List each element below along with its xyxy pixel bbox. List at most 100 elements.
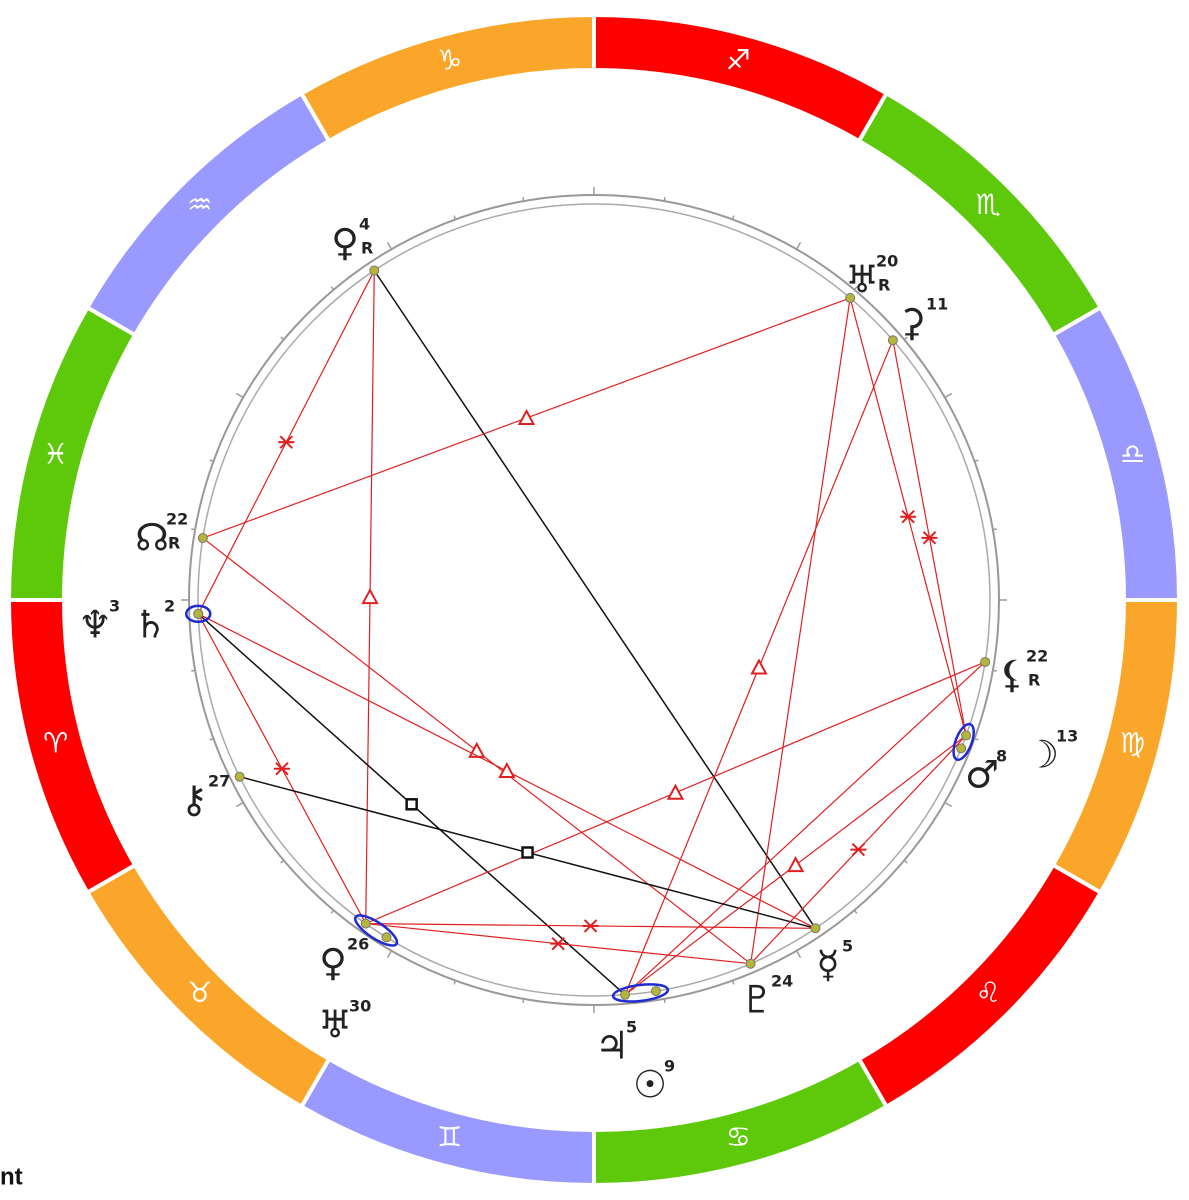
planet-dot <box>193 608 204 619</box>
planet-dot <box>369 265 380 276</box>
planet-degree: 13 <box>1056 727 1078 746</box>
zodiac-segment <box>6 598 138 896</box>
zodiac-sign: ♒ <box>187 188 212 221</box>
planet-glyph: ⚷ <box>180 778 208 822</box>
zodiac-sign: ♏ <box>976 188 1001 221</box>
degree-tick <box>663 197 666 202</box>
planet-glyph: ♀ <box>319 941 347 985</box>
degree-tick <box>731 215 735 220</box>
sextile-mark <box>273 761 290 776</box>
degree-tick <box>974 459 979 463</box>
planet-dot <box>234 771 245 782</box>
degree-tick <box>992 669 997 672</box>
trine-mark <box>361 587 379 605</box>
planet-degree: 22 <box>166 510 188 529</box>
planet-glyph: ♀ <box>331 221 359 265</box>
planet-dot <box>745 958 756 969</box>
planet-glyph: ♂ <box>965 753 999 797</box>
planet-degree: 30 <box>349 997 371 1016</box>
zodiac-sign: ♊ <box>437 1121 462 1154</box>
planet-degree: 5 <box>842 937 853 956</box>
degree-tick <box>522 197 525 202</box>
trine-mark <box>786 856 805 873</box>
degree-tick <box>795 241 802 250</box>
sextile-mark <box>550 936 567 951</box>
degree-tick <box>453 215 457 220</box>
planet-degree: 22 <box>1026 647 1048 666</box>
degree-tick <box>191 528 196 531</box>
degree-tick <box>903 336 908 341</box>
degree-tick <box>853 909 858 914</box>
planet-dot <box>360 918 371 929</box>
planet-glyph: ☉ <box>633 1063 667 1107</box>
planet-dot <box>961 730 972 741</box>
degree-tick <box>280 859 285 864</box>
square-mark <box>521 846 534 859</box>
sextile-mark <box>582 919 599 933</box>
planet-degree: 11 <box>926 295 948 314</box>
degree-tick <box>663 998 666 1003</box>
sextile-mark <box>850 842 867 857</box>
zodiac-sign: ♐ <box>726 43 751 76</box>
zodiac-sign: ♎ <box>1120 438 1145 471</box>
planet-dot <box>887 335 898 346</box>
conjunction-ring <box>184 604 212 624</box>
planet-degree: 4 <box>359 215 370 234</box>
degree-tick <box>944 392 953 399</box>
conjunction-ring <box>952 722 975 762</box>
degree-tick <box>280 336 285 341</box>
planet-degree: 5 <box>626 1018 637 1037</box>
planet-degree: 20 <box>876 252 898 271</box>
degree-tick <box>731 980 735 985</box>
degree-tick <box>209 737 214 741</box>
retrograde-mark: R <box>1028 671 1040 690</box>
degree-tick <box>386 950 393 959</box>
aspect-line <box>624 661 986 996</box>
planet-glyph: ⚸ <box>998 653 1026 697</box>
degree-tick <box>453 980 457 985</box>
inner-rim <box>197 203 991 997</box>
conjunction-ring <box>353 914 399 947</box>
sextile-mark <box>278 435 295 449</box>
sextile-mark <box>921 531 938 545</box>
degree-tick <box>903 859 908 864</box>
degree-tick <box>330 909 335 914</box>
square-mark <box>405 798 418 811</box>
planet-dot <box>845 292 856 303</box>
planet-dot <box>980 656 991 667</box>
retrograde-mark: R <box>878 276 890 295</box>
trine-mark <box>517 408 536 426</box>
zodiac-sign: ♑ <box>437 43 462 76</box>
planet-glyph: ☊ <box>135 516 169 560</box>
zodiac-segment <box>592 12 890 144</box>
planet-glyph: ♅ <box>845 258 879 302</box>
planet-glyph: ♄ <box>133 603 167 647</box>
degree-tick <box>992 528 997 531</box>
planet-degree: 2 <box>164 597 175 616</box>
zodiac-ring: ♐ ♏ ♎ ♍ ♌ ♋ ♊ ♉ ♈ ♓ ♒ ♑ <box>6 12 1182 1188</box>
planet-degree: 3 <box>109 597 120 616</box>
aspect-line <box>373 270 817 929</box>
planet-degree: 27 <box>208 772 230 791</box>
planet-degree: 8 <box>996 747 1007 766</box>
planet-dot <box>620 989 631 1000</box>
sextile-mark <box>900 510 917 524</box>
retrograde-mark: R <box>168 534 180 553</box>
planet-glyph: ♇ <box>740 978 774 1022</box>
degree-tick <box>235 801 244 808</box>
planet-glyph: ⚳ <box>898 301 926 345</box>
degree-tick <box>209 459 214 463</box>
zodiac-segment <box>1050 304 1182 602</box>
degree-tick <box>386 241 393 250</box>
degree-tick <box>853 286 858 291</box>
planet-glyph: ♃ <box>595 1024 629 1068</box>
footer-text: nt <box>0 1163 23 1190</box>
planet-labels: ♀ 4R♅20R⚳ 11☊22R♆3 ♄2⚸ 22R♂8 ☽13⚷ 27♀ 26♅30♃5☉9… <box>78 215 1078 1107</box>
zodiac-sign: ♍ <box>1120 726 1145 759</box>
planet-glyph: ☿ <box>816 943 839 987</box>
zodiac-sign: ♈ <box>43 726 68 759</box>
aspect-lines <box>184 270 986 1003</box>
degree-tick <box>944 801 953 808</box>
zodiac-sign: ♓ <box>43 438 68 471</box>
